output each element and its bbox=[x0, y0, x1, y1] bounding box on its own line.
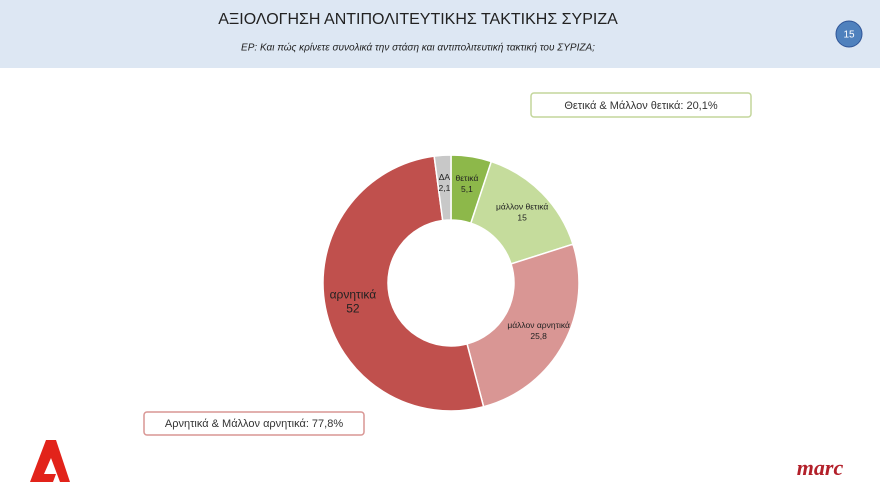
subtitle: ΕΡ: Και πώς κρίνετε συνολικά την στάση κ… bbox=[241, 42, 595, 54]
page-number: 15 bbox=[843, 30, 855, 41]
donut-segment bbox=[466, 243, 580, 408]
category-label: αρνητικά bbox=[330, 288, 377, 302]
donut-segment bbox=[433, 154, 452, 222]
page-badge bbox=[835, 20, 863, 48]
annotation-box bbox=[143, 411, 365, 436]
annotation-box bbox=[530, 92, 752, 118]
annotation: Αρνητικά & Μάλλον αρνητικά: 77,8% bbox=[165, 418, 343, 430]
category-label: ΔΑ bbox=[439, 172, 451, 182]
category-label: μάλλον αρνητικά bbox=[507, 320, 570, 330]
donut-segment bbox=[322, 155, 485, 412]
title: ΑΞΙΟΛΟΓΗΣΗ ΑΝΤΙΠΟΛΙΤΕΥΤΙΚΗΣ ΤΑΚΤΙΚΗΣ ΣΥΡ… bbox=[218, 11, 618, 28]
alpha-logo bbox=[30, 440, 70, 482]
value-label: 25,8 bbox=[530, 331, 547, 341]
category-label: μάλλον θετικά bbox=[496, 201, 548, 211]
value-label: 2,1 bbox=[438, 183, 450, 193]
value-label: 5,1 bbox=[461, 184, 473, 194]
marc-logo: marc bbox=[797, 455, 844, 480]
value-label: 15 bbox=[517, 212, 527, 222]
value-label: 52 bbox=[346, 302, 360, 316]
annotation: Θετικά & Μάλλον θετικά: 20,1% bbox=[564, 100, 718, 112]
category-label: θετικά bbox=[456, 173, 479, 183]
header-band bbox=[0, 0, 880, 68]
